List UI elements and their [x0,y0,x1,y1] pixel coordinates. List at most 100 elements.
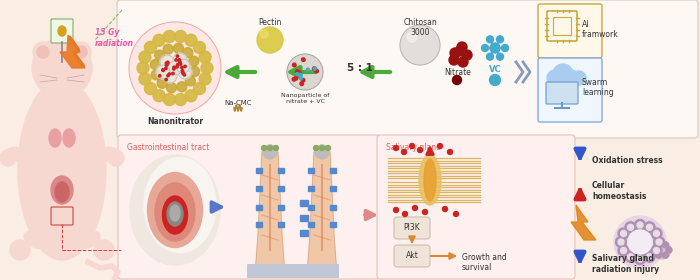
Circle shape [647,224,652,230]
Ellipse shape [51,176,73,204]
Text: Swarm
learning: Swarm learning [582,78,614,97]
Circle shape [423,209,428,214]
Circle shape [108,150,124,166]
Circle shape [666,247,672,253]
FancyBboxPatch shape [117,0,698,138]
Circle shape [0,150,16,166]
Circle shape [181,71,184,73]
Circle shape [293,63,296,67]
Circle shape [157,78,167,88]
Circle shape [167,74,169,77]
Circle shape [182,72,184,75]
Bar [278,205,284,210]
Circle shape [501,45,508,52]
Circle shape [165,78,167,81]
Circle shape [173,68,175,70]
Text: Gastrointestinal tract: Gastrointestinal tract [127,143,209,152]
Bar [308,205,314,210]
Ellipse shape [78,232,100,249]
Bar [330,168,336,173]
Circle shape [620,230,626,237]
Circle shape [298,71,302,74]
Circle shape [184,65,186,68]
Circle shape [654,248,659,253]
Circle shape [162,69,164,71]
Circle shape [177,82,187,92]
Text: 15 Gy
radiation: 15 Gy radiation [95,28,134,48]
Circle shape [402,150,407,155]
Circle shape [647,254,652,260]
Circle shape [615,237,626,248]
Circle shape [199,51,211,63]
Ellipse shape [90,147,118,163]
Circle shape [160,55,174,69]
Circle shape [628,230,652,254]
Circle shape [300,77,302,80]
Ellipse shape [55,182,69,202]
Polygon shape [60,35,85,68]
Circle shape [260,30,268,38]
Circle shape [292,78,296,81]
Circle shape [129,22,221,114]
Text: Nanonitrator: Nanonitrator [147,117,203,126]
Circle shape [482,45,489,52]
Circle shape [462,50,472,60]
Circle shape [173,53,187,67]
Circle shape [155,50,164,60]
FancyBboxPatch shape [394,245,430,267]
Circle shape [94,240,114,260]
Circle shape [644,251,655,262]
Text: Growth and
survival: Growth and survival [462,253,507,272]
Circle shape [455,46,465,56]
Circle shape [262,146,267,151]
Circle shape [402,211,407,216]
Circle shape [139,73,151,85]
Circle shape [614,216,666,268]
Circle shape [181,66,183,69]
FancyBboxPatch shape [377,135,575,279]
Circle shape [410,144,414,148]
Circle shape [173,66,176,69]
Circle shape [447,150,452,155]
Circle shape [442,207,447,211]
Circle shape [139,51,151,63]
Circle shape [175,59,177,61]
Circle shape [300,82,304,85]
Circle shape [201,62,213,74]
Ellipse shape [24,232,46,249]
Circle shape [274,146,279,151]
Bar [300,200,308,206]
Circle shape [662,242,668,248]
Circle shape [168,61,182,75]
Ellipse shape [162,196,188,234]
Circle shape [393,146,398,151]
Ellipse shape [155,183,195,241]
Bar [300,230,308,236]
Circle shape [172,72,174,75]
Circle shape [178,59,181,61]
FancyBboxPatch shape [546,82,578,104]
Circle shape [176,66,178,68]
Circle shape [75,46,87,58]
Circle shape [189,56,199,66]
Polygon shape [307,152,337,276]
Bar [308,168,314,173]
Bar [330,186,336,191]
Circle shape [547,70,563,86]
Circle shape [618,245,629,256]
FancyBboxPatch shape [538,58,602,122]
Circle shape [37,46,49,58]
Circle shape [162,69,164,71]
FancyBboxPatch shape [118,135,380,279]
Text: Nitrate: Nitrate [444,68,471,77]
Bar [330,205,336,210]
Circle shape [407,32,417,42]
Circle shape [301,78,305,82]
Circle shape [181,69,183,72]
Text: AI
framwork: AI framwork [582,20,619,39]
Circle shape [174,94,187,106]
Circle shape [71,42,91,62]
Circle shape [190,66,200,76]
Bar [308,186,314,191]
Circle shape [299,73,302,76]
